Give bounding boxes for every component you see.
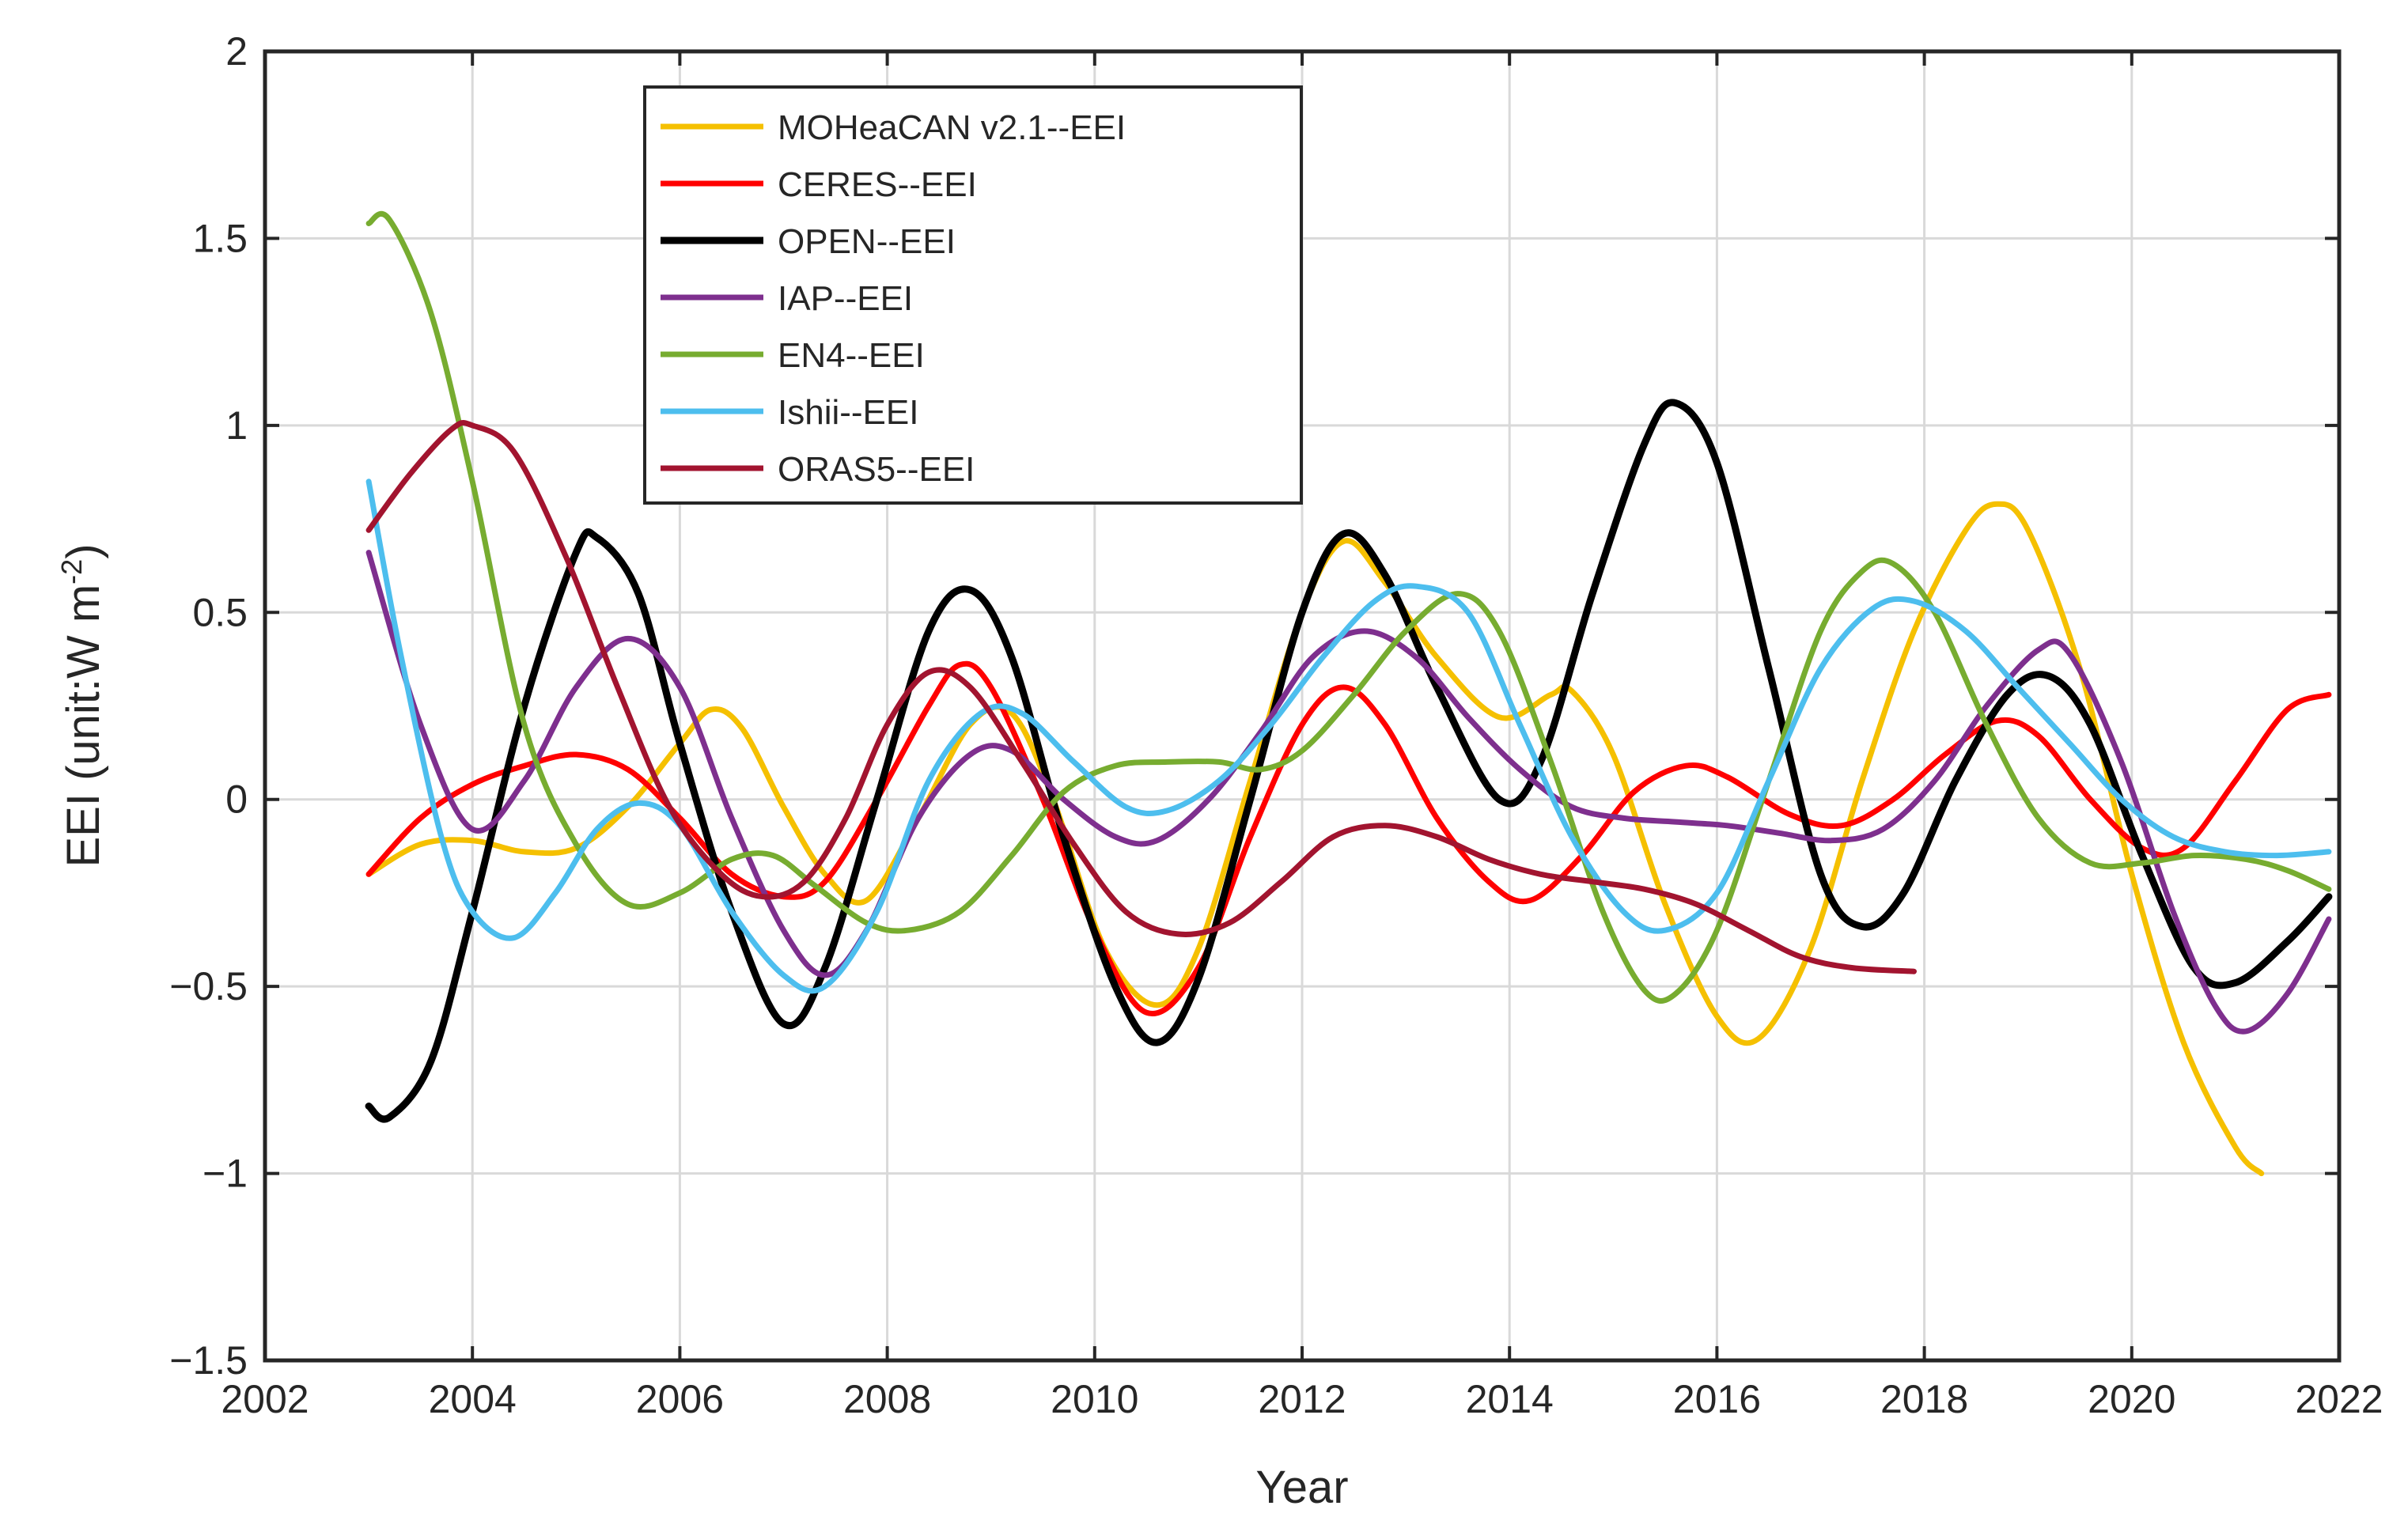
legend-label: Ishii--EEI — [778, 393, 918, 432]
series-line-3 — [365, 550, 2332, 1035]
y-tick-label: 1 — [225, 403, 248, 448]
legend-label: IAP--EEI — [778, 279, 913, 318]
x-tick-label: 2004 — [429, 1377, 517, 1421]
y-axis-title-superscript: -2 — [55, 559, 88, 585]
y-tick-label: −1.5 — [169, 1338, 248, 1383]
series-lines — [365, 210, 2333, 1177]
y-axis-title: EEI (unit:W m-2) — [55, 543, 109, 867]
x-tick-label: 2008 — [843, 1377, 931, 1421]
y-tick-label: 1.5 — [192, 216, 248, 260]
y-tick-label: 0 — [225, 777, 248, 822]
y-tick-label: −0.5 — [169, 964, 248, 1008]
series-line-4 — [365, 210, 2332, 1004]
series-line-2 — [365, 399, 2333, 1123]
y-tick-label: 0.5 — [192, 590, 248, 634]
x-tick-label: 2002 — [221, 1377, 309, 1421]
x-tick-label: 2006 — [636, 1377, 724, 1421]
x-tick-label: 2010 — [1051, 1377, 1138, 1421]
x-tick-label: 2014 — [1466, 1377, 1554, 1421]
series-line-6 — [365, 420, 1917, 974]
legend-label: EN4--EEI — [778, 336, 925, 375]
series-line-0 — [365, 501, 2265, 1177]
x-axis-title: Year — [1255, 1462, 1348, 1513]
x-tick-label: 2020 — [2088, 1377, 2175, 1421]
legend: MOHeaCAN v2.1--EEI CERES--EEI OPEN--EEI IAP… — [643, 85, 1303, 505]
y-axis-title-text: EEI (unit:W m — [58, 585, 109, 868]
legend-label: CERES--EEI — [778, 165, 977, 204]
series-line-5 — [365, 479, 2332, 994]
x-tick-label: 2022 — [2295, 1377, 2383, 1421]
x-tick-label: 2012 — [1258, 1377, 1346, 1421]
legend-label: OPEN--EEI — [778, 222, 956, 261]
y-tick-label: 2 — [225, 29, 248, 74]
x-tick-label: 2018 — [1880, 1377, 1968, 1421]
y-axis-title-close: ) — [58, 543, 109, 558]
axis-ticks: 2002 2004 2006 2008 2010 2012 2014 2016 2018 2020… — [169, 29, 2383, 1421]
legend-label: ORAS5--EEI — [778, 450, 975, 489]
x-tick-label: 2016 — [1673, 1377, 1761, 1421]
legend-label: MOHeaCAN v2.1--EEI — [778, 108, 1126, 147]
series-line-1 — [365, 660, 2332, 1016]
y-tick-label: −1 — [203, 1152, 248, 1196]
